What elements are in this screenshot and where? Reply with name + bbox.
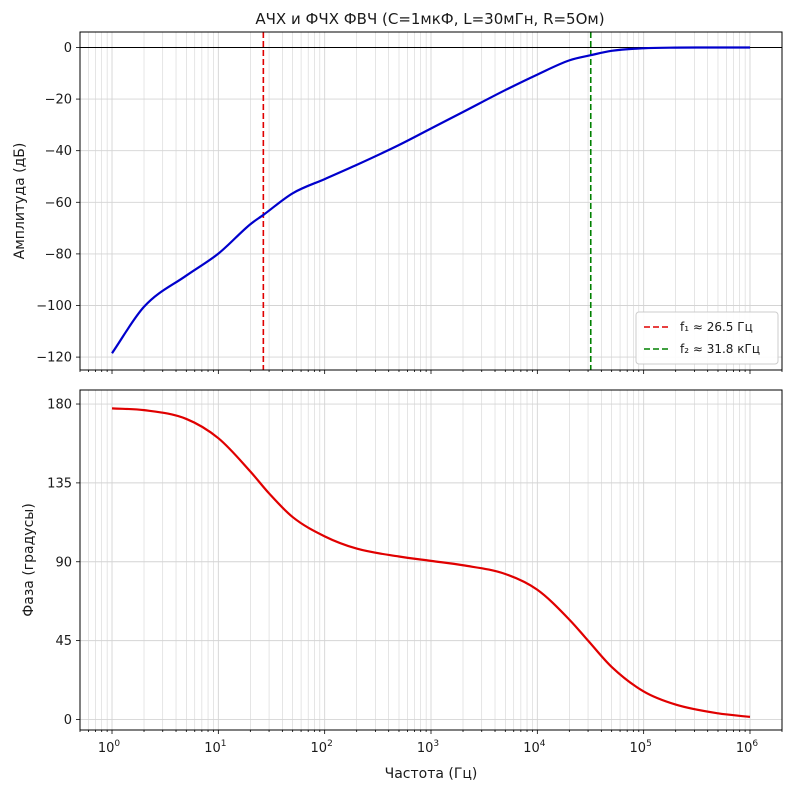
- phase-curve: [111, 407, 751, 718]
- y-tick-label: 0: [64, 41, 72, 56]
- phase-series: [111, 407, 751, 718]
- x-tick-label: 102: [311, 739, 333, 756]
- amplitude-axes: 0 −20 −40 −60 −80 −100 −120 Амплитуда (дБ) f₁ …: [12, 31, 783, 374]
- x-tick-label: 103: [417, 739, 439, 756]
- chart-title: АЧХ и ФЧХ ФВЧ (C=1мкФ, L=30мГн, R=5Ом): [255, 10, 604, 28]
- y-tick-label: 90: [55, 555, 72, 570]
- y-tick-label: 180: [47, 398, 72, 413]
- amplitude-x-ticks: [79, 370, 783, 374]
- amplitude-y-ticks: 0 −20 −40 −60 −80 −100 −120: [36, 41, 80, 366]
- amplitude-series: [111, 46, 750, 354]
- x-tick-label: 104: [523, 739, 546, 756]
- y-tick-label: 45: [55, 634, 72, 649]
- frequency-x-axis-label: Частота (Гц): [385, 766, 478, 782]
- legend-entry-f1: f₁ ≈ 26.5 Гц: [680, 320, 753, 334]
- x-tick-label: 105: [630, 739, 652, 756]
- y-tick-label: 135: [47, 476, 72, 491]
- phase-x-ticks: 100 101 102 103 104 105 106: [79, 730, 783, 756]
- x-tick-label: 106: [736, 739, 759, 756]
- phase-axes: 100 101 102 103 104 105 106 0 45 90 135 180 Фаза (…: [21, 389, 783, 782]
- legend-box: [635, 311, 779, 365]
- y-tick-label: −20: [45, 93, 72, 108]
- y-tick-label: −60: [45, 196, 72, 211]
- amplitude-legend: f₁ ≈ 26.5 Гц f₂ ≈ 31.8 кГц: [635, 311, 779, 365]
- x-tick-label: 101: [204, 739, 226, 756]
- y-tick-label: −80: [45, 247, 72, 262]
- amplitude-y-axis-label: Амплитуда (дБ): [12, 143, 28, 260]
- y-tick-label: 0: [64, 713, 72, 728]
- x-tick-label: 100: [98, 739, 121, 756]
- amplitude-curve: [111, 46, 750, 354]
- y-tick-label: −120: [36, 351, 72, 366]
- y-tick-label: −100: [36, 299, 72, 314]
- phase-y-axis-label: Фаза (градусы): [21, 503, 37, 617]
- legend-entry-f2: f₂ ≈ 31.8 кГц: [680, 342, 760, 356]
- y-tick-label: −40: [45, 144, 72, 159]
- phase-y-ticks: 0 45 90 135 180: [47, 398, 80, 728]
- amplitude-marker-lines: [262, 32, 592, 370]
